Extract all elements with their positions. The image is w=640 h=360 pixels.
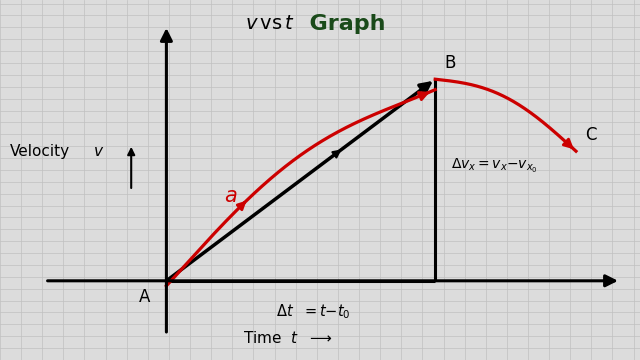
Text: Graph: Graph	[294, 14, 386, 35]
Text: $\Delta v_x{=}v_x{-}v_{x_0}$: $\Delta v_x{=}v_x{-}v_{x_0}$	[451, 157, 538, 175]
Text: B: B	[445, 54, 456, 72]
Text: Time  $\mathit{t}$  $\longrightarrow$: Time $\mathit{t}$ $\longrightarrow$	[243, 330, 332, 346]
Text: Velocity: Velocity	[10, 144, 70, 159]
Text: $\mathit{v}$: $\mathit{v}$	[93, 144, 104, 159]
Text: $\Delta t\ \ =t{-}t_0$: $\Delta t\ \ =t{-}t_0$	[276, 302, 351, 321]
Text: $\mathit{v}$$\rm{\,vs\,}$$\mathit{t}$: $\mathit{v}$$\rm{\,vs\,}$$\mathit{t}$	[244, 14, 294, 33]
Text: A: A	[139, 288, 150, 306]
Text: $\boldsymbol{\mathit{a}}$: $\boldsymbol{\mathit{a}}$	[224, 186, 237, 206]
Text: C: C	[586, 126, 597, 144]
